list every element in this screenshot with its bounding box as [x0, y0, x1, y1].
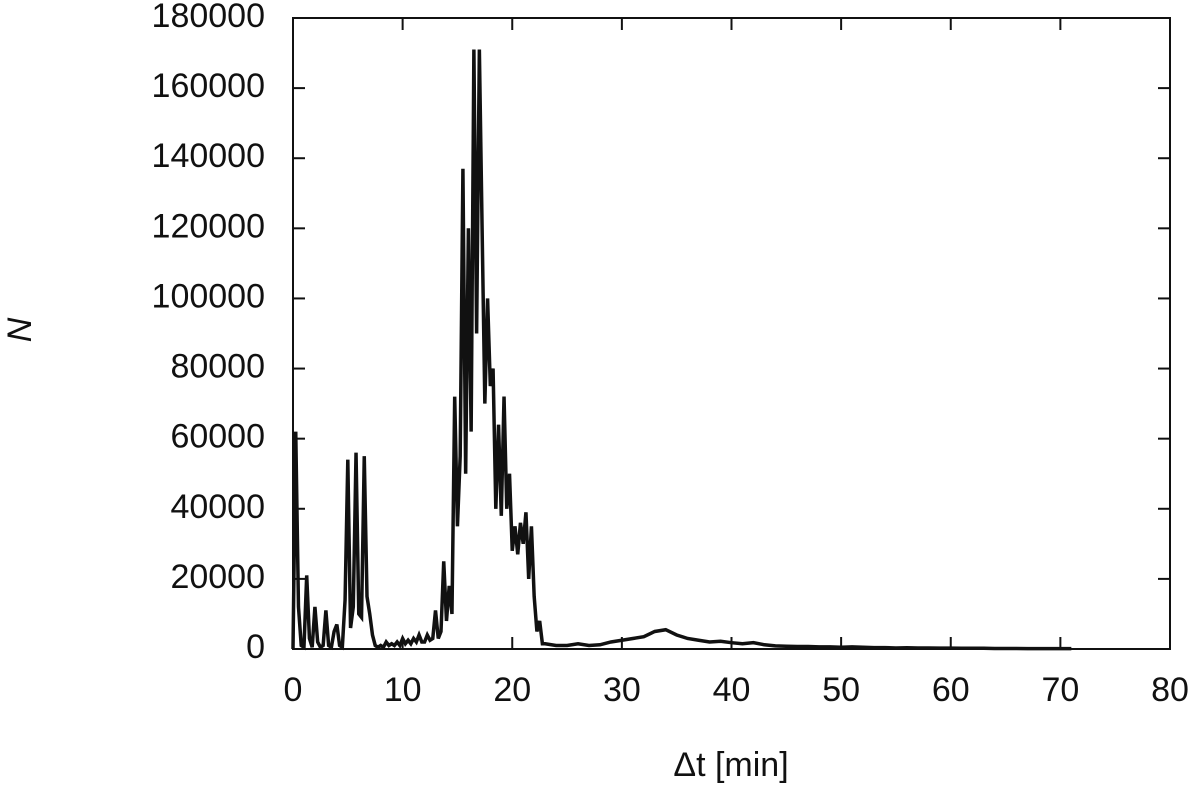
x-tick-label: 50: [822, 671, 860, 709]
x-tick-label: 10: [384, 671, 422, 709]
y-tick-label: 80000: [170, 348, 265, 386]
y-tick-label: 140000: [152, 137, 265, 175]
y-tick-label: 40000: [170, 488, 265, 526]
x-tick-label: 80: [1151, 671, 1189, 709]
x-axis-title: Δt [min]: [673, 746, 788, 784]
x-tick-label: 60: [932, 671, 970, 709]
x-tick-label: 70: [1041, 671, 1079, 709]
y-tick-label: 20000: [170, 558, 265, 596]
y-tick-label: 160000: [152, 67, 265, 105]
y-axis-title: N: [1, 317, 39, 342]
y-tick-label: 180000: [152, 0, 265, 35]
y-tick-label: 120000: [152, 207, 265, 245]
y-tick-label: 0: [246, 628, 265, 666]
x-tick-label: 40: [713, 671, 751, 709]
y-tick-label: 60000: [170, 418, 265, 456]
x-tick-label: 20: [493, 671, 531, 709]
plot-frame: [292, 17, 1171, 650]
x-tick-label: 30: [603, 671, 641, 709]
y-tick-label: 100000: [152, 277, 265, 315]
x-tick-label: 0: [284, 671, 303, 709]
data-line: [291, 49, 1072, 651]
